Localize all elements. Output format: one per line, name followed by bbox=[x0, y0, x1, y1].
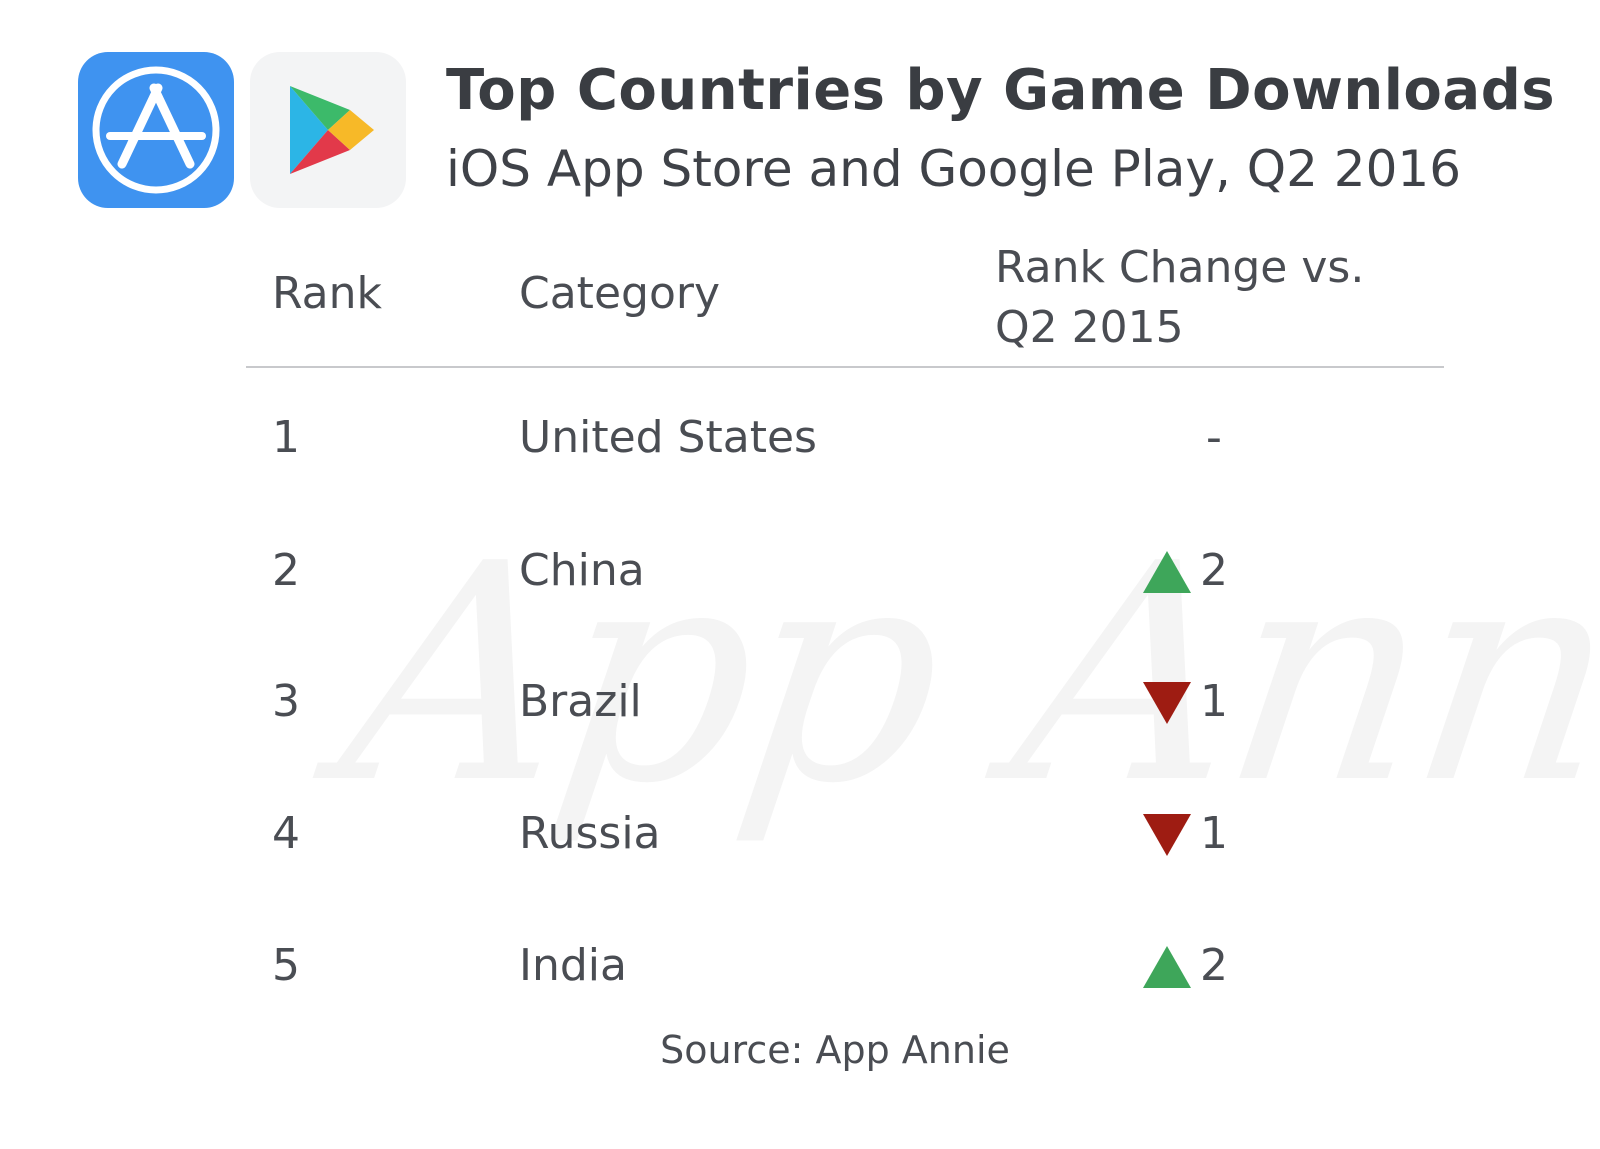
column-header-category: Category bbox=[519, 268, 720, 319]
rank-change-none: - bbox=[1206, 412, 1222, 463]
table-row: 5 India 2 bbox=[0, 940, 1600, 1020]
arrow-down-icon bbox=[1143, 814, 1191, 856]
rank-change-cell: 2 bbox=[1140, 940, 1260, 1000]
country-cell: United States bbox=[519, 412, 817, 463]
table-row: 1 United States - bbox=[0, 412, 1600, 492]
rank-change-value: 1 bbox=[1200, 676, 1228, 727]
table-row: 2 China 2 bbox=[0, 545, 1600, 625]
rank-cell: 1 bbox=[272, 412, 300, 463]
arrow-up-icon bbox=[1143, 551, 1191, 593]
rank-change-cell: - bbox=[1140, 412, 1260, 472]
table-row: 4 Russia 1 bbox=[0, 808, 1600, 888]
rank-change-cell: 2 bbox=[1140, 545, 1260, 605]
rank-cell: 5 bbox=[272, 940, 300, 991]
rank-cell: 2 bbox=[272, 545, 300, 596]
arrow-down-icon bbox=[1143, 682, 1191, 724]
google-play-icon bbox=[250, 52, 406, 208]
column-header-rank: Rank bbox=[272, 268, 382, 319]
table-row: 3 Brazil 1 bbox=[0, 676, 1600, 756]
column-header-rank-change-line1: Rank Change vs. bbox=[995, 242, 1365, 293]
rank-change-cell: 1 bbox=[1140, 676, 1260, 736]
rank-cell: 3 bbox=[272, 676, 300, 727]
rank-cell: 4 bbox=[272, 808, 300, 859]
column-header-rank-change: Rank Change vs. Q2 2015 bbox=[995, 238, 1364, 358]
header-divider bbox=[246, 366, 1444, 368]
source-note: Source: App Annie bbox=[660, 1028, 1010, 1072]
chart-subtitle: iOS App Store and Google Play, Q2 2016 bbox=[446, 140, 1462, 198]
country-cell: Brazil bbox=[519, 676, 642, 727]
country-cell: India bbox=[519, 940, 627, 991]
chart-title: Top Countries by Game Downloads bbox=[446, 58, 1556, 123]
country-cell: Russia bbox=[519, 808, 661, 859]
column-header-rank-change-line2: Q2 2015 bbox=[995, 302, 1184, 353]
rank-change-value: 2 bbox=[1200, 940, 1228, 991]
app-store-icon bbox=[78, 52, 234, 208]
rank-change-value: 1 bbox=[1200, 808, 1228, 859]
rank-change-value: 2 bbox=[1200, 545, 1228, 596]
country-cell: China bbox=[519, 545, 645, 596]
rank-change-cell: 1 bbox=[1140, 808, 1260, 868]
arrow-up-icon bbox=[1143, 946, 1191, 988]
